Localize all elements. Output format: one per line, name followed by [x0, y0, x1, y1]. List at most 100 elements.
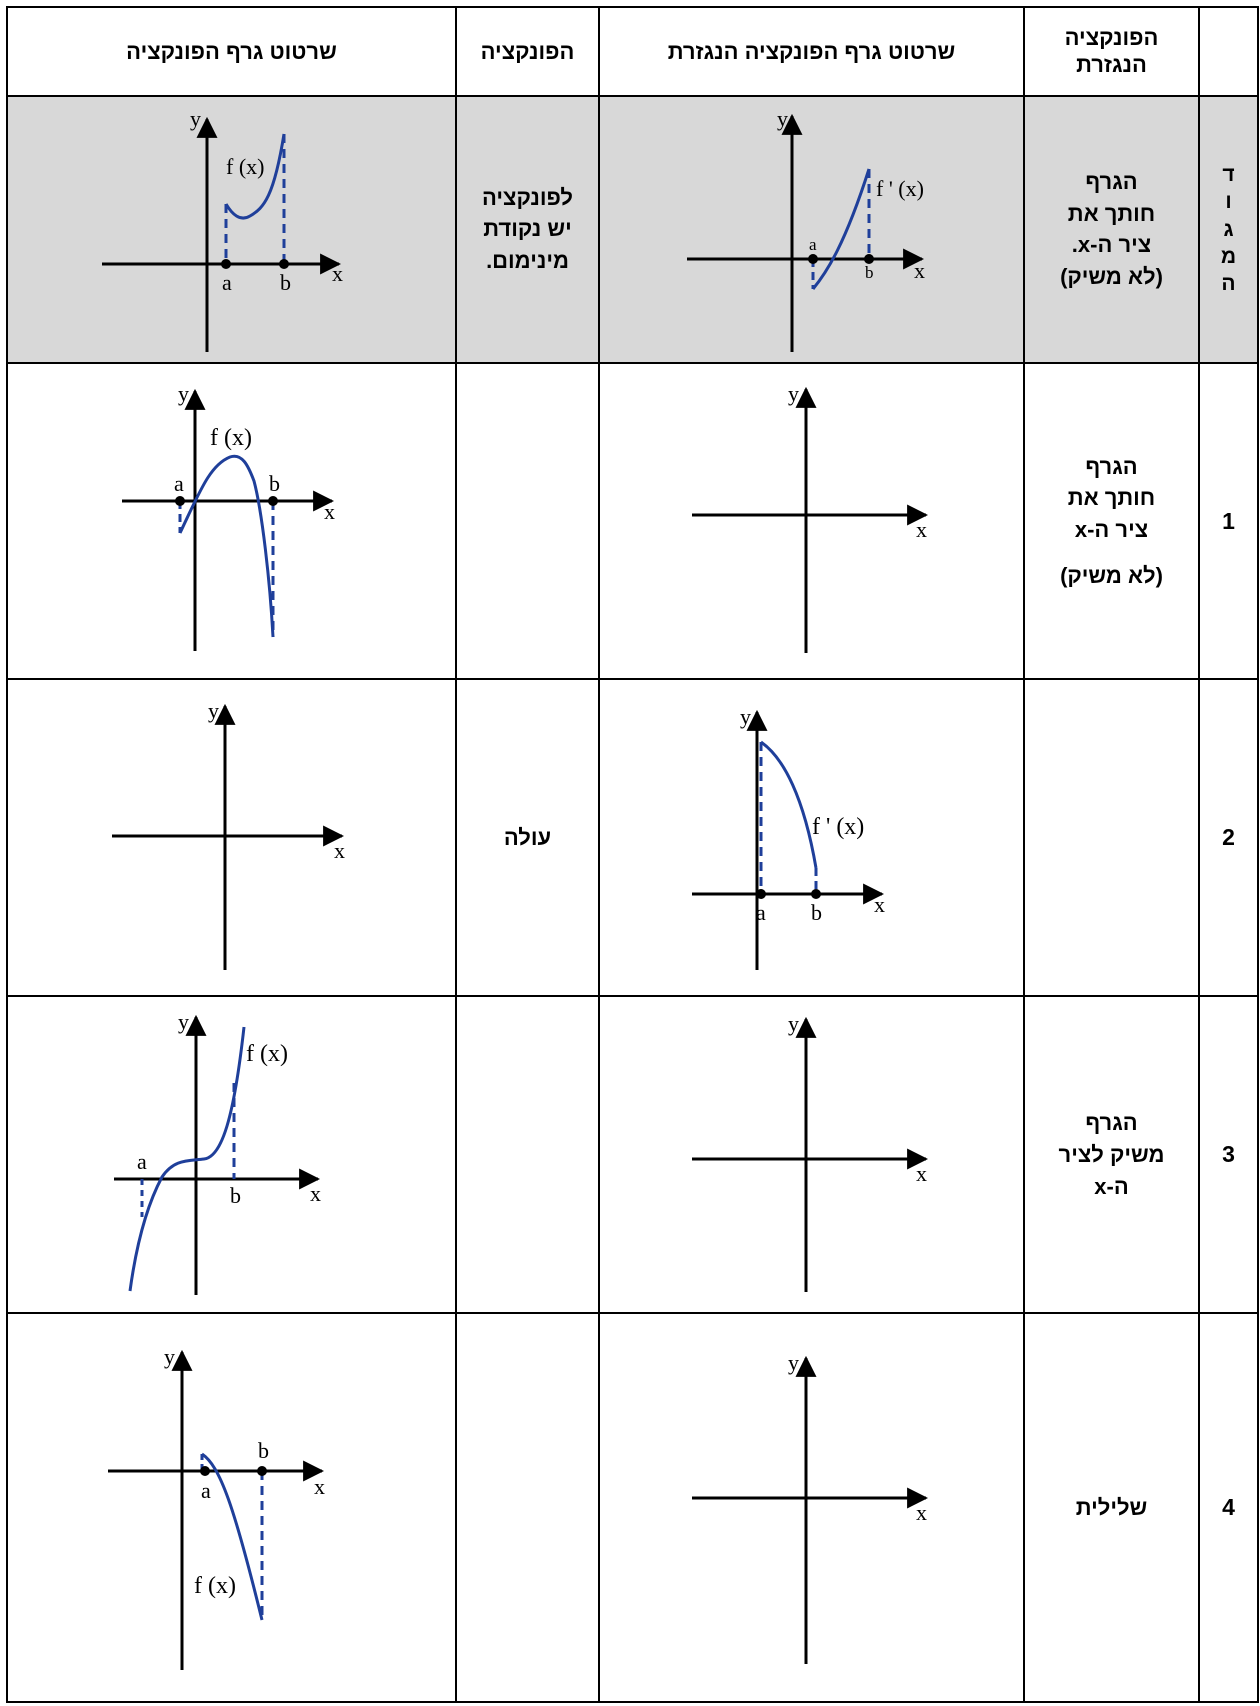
row-4-derivative-graph: y x — [691, 1350, 928, 1664]
derivative-curve — [759, 740, 817, 869]
label-a: a — [756, 900, 766, 925]
row-4-derivative-cell: שלילית — [1023, 1312, 1200, 1703]
function-curve — [224, 134, 285, 220]
example-function-line: מינימום. — [486, 248, 569, 274]
x-axis-label: x — [916, 517, 927, 542]
x-axis-label: x — [916, 1161, 927, 1186]
y-axis-label: y — [740, 704, 751, 729]
row-1-function-cell — [455, 362, 600, 681]
point-b — [267, 496, 278, 507]
label-a: a — [201, 1478, 211, 1503]
row-1-derivative-line: הגרף — [1085, 453, 1138, 479]
row-3-derivative-line: ה-x — [1094, 1173, 1129, 1199]
example-derivative-line: חותך את — [1067, 200, 1156, 226]
label-b: b — [865, 263, 874, 282]
example-label-letter: ו — [1225, 190, 1232, 214]
example-label-letter: ה — [1221, 272, 1236, 296]
row-3: y x a b f (x) y x הגרף משיק לציר ה-x — [6, 995, 1259, 1315]
function-label: f (x) — [194, 1573, 236, 1599]
example-derivative-cell: הגרף חותך את ציר ה-x. (לא משיק) — [1023, 94, 1200, 365]
row-1-derivative-cell: הגרף חותך את ציר ה-x (לא משיק) — [1023, 362, 1200, 681]
row-1-function-graph-cell: y x a b f (x) — [6, 362, 457, 681]
example-derivative-graph: y x a b f ' (x) — [686, 106, 925, 353]
header-derivative: הפונקציה הנגזרת — [1023, 6, 1200, 97]
x-axis-label: x — [314, 1474, 325, 1499]
header-label-cell — [1198, 6, 1259, 97]
header-derivative-line: הפונקציה — [1064, 24, 1159, 50]
header-function: הפונקציה — [455, 6, 600, 97]
y-axis-label: y — [777, 106, 788, 131]
example-row: y x a b f (x) לפונקציה יש נקודת מינימום.… — [6, 94, 1259, 365]
row-2-function-cell: עולה — [455, 678, 600, 998]
row-3-derivative-line: משיק לציר — [1058, 1141, 1165, 1167]
example-function-graph: y x a b f (x) — [101, 106, 343, 353]
y-axis-label: y — [178, 381, 189, 406]
row-2-derivative-cell — [1023, 678, 1200, 998]
example-function-line: לפונקציה — [481, 184, 573, 210]
row-4-function-graph: y x a b f (x) — [107, 1344, 325, 1670]
row-3-derivative-graph: y x — [691, 1011, 928, 1293]
function-curve — [178, 455, 274, 638]
x-axis-label: x — [332, 261, 343, 286]
label-b: b — [269, 471, 280, 496]
row-1-derivative-graph: y x — [691, 381, 928, 654]
example-derivative-line: (לא משיק) — [1060, 264, 1163, 290]
example-label-letter: ג — [1223, 217, 1234, 241]
row-3-number: 3 — [1198, 995, 1259, 1315]
row-4-function-graph-cell: y x a b f (x) — [6, 1312, 457, 1703]
row-4-function-cell — [455, 1312, 600, 1703]
label-b: b — [258, 1438, 269, 1463]
row-2-derivative-graph: y x a b f ' (x) — [691, 704, 885, 970]
point-a — [807, 254, 818, 265]
derivative-curve — [811, 168, 870, 291]
row-2-function-graph: y x — [111, 698, 345, 970]
example-function-line: יש נקודת — [483, 216, 572, 242]
y-axis-label: y — [164, 1344, 175, 1369]
y-axis-label: y — [788, 1350, 799, 1375]
row-4: y x a b f (x) y x שלילית 4 — [6, 1312, 1259, 1703]
row-1-derivative-graph-cell: y x — [598, 362, 1025, 681]
example-function-cell: לפונקציה יש נקודת מינימום. — [455, 94, 600, 365]
example-label-cell: ד ו ג מ ה — [1198, 94, 1259, 365]
example-function-graph-cell: y x a b f (x) — [6, 94, 457, 365]
row-4-number: 4 — [1198, 1312, 1259, 1703]
function-label: f (x) — [210, 425, 252, 451]
y-axis-label: y — [788, 381, 799, 406]
label-b: b — [230, 1183, 241, 1208]
row-2-number: 2 — [1198, 678, 1259, 998]
example-label-letter: ד — [1222, 163, 1235, 187]
row-3-function-cell — [455, 995, 600, 1315]
row-3-function-graph-cell: y x a b f (x) — [6, 995, 457, 1315]
x-axis-label: x — [334, 838, 345, 863]
label-a: a — [137, 1149, 147, 1174]
example-derivative-graph-cell: y x a b f ' (x) — [598, 94, 1025, 365]
x-axis-label: x — [310, 1181, 321, 1206]
row-2-function-line: עולה — [503, 824, 552, 850]
derivative-label: f ' (x) — [876, 176, 924, 201]
header-row: שרטוט גרף הפונקציה הפונקציה שרטוט גרף הפ… — [6, 6, 1259, 97]
row-3-derivative-line: הגרף — [1085, 1110, 1138, 1136]
row-4-derivative-line: שלילית — [1075, 1494, 1148, 1520]
row-3-derivative-cell: הגרף משיק לציר ה-x — [1023, 995, 1200, 1315]
derivative-table: שרטוט גרף הפונקציה הפונקציה שרטוט גרף הפ… — [6, 6, 1259, 1703]
row-1-derivative-line: ציר ה-x — [1074, 517, 1149, 543]
header-function-graph: שרטוט גרף הפונקציה — [6, 6, 457, 97]
row-1-function-graph: y x a b f (x) — [121, 381, 335, 652]
row-1-derivative-line: (לא משיק) — [1060, 563, 1163, 589]
derivative-label: f ' (x) — [812, 814, 864, 840]
point-b — [810, 888, 821, 899]
point-a — [755, 888, 766, 899]
y-axis-label: y — [788, 1011, 799, 1036]
label-a: a — [809, 235, 817, 254]
row-1: y x a b f (x) y x הגרף חותך את — [6, 362, 1259, 681]
example-derivative-line: הגרף — [1085, 168, 1138, 194]
row-2-derivative-graph-cell: y x a b f ' (x) — [598, 678, 1025, 998]
header-derivative-graph: שרטוט גרף הפונקציה הנגזרת — [598, 6, 1025, 97]
header-derivative-line: הנגזרת — [1076, 52, 1147, 78]
y-axis-label: y — [190, 106, 201, 131]
point-a — [174, 496, 185, 507]
x-axis-label: x — [874, 892, 885, 917]
label-a: a — [174, 471, 184, 496]
example-label-letter: מ — [1220, 245, 1237, 269]
